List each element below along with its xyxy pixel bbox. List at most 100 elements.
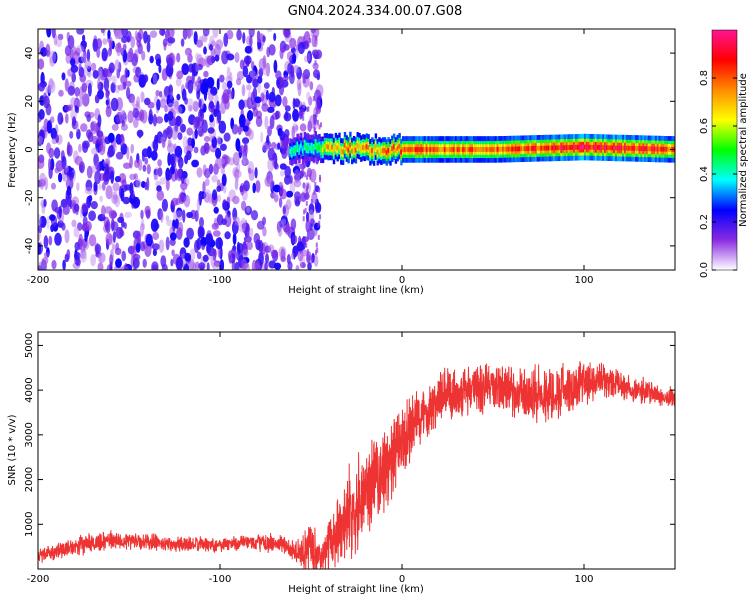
spectrogram-noise-cell [273, 192, 279, 199]
spectrogram-noise-cell [132, 253, 141, 261]
spectrogram-noise-cell [75, 204, 79, 216]
spectrogram-signal-cell [320, 147, 323, 153]
spectrogram-signal-cell [294, 148, 297, 153]
spectrogram-noise-cell [294, 199, 301, 207]
spectrogram-noise-cell [312, 62, 319, 70]
spectrogram-noise-cell [61, 222, 66, 231]
spectrogram-noise-cell [318, 52, 321, 58]
spectrogram-noise-cell [186, 150, 192, 161]
spectrogram-noise-cell [152, 138, 159, 152]
spectrogram-noise-cell [61, 72, 66, 81]
spectrogram-noise-cell [215, 237, 224, 250]
spectrogram-noise-cell [249, 34, 253, 48]
spectrogram-noise-cell [307, 106, 310, 112]
spectrogram-noise-cell [86, 129, 92, 139]
spectrogram-noise-cell [264, 115, 269, 130]
colorbar-tick-label: 0.2 [699, 214, 710, 230]
spectrogram-noise-cell [220, 166, 226, 175]
spectrogram-signal-cell [340, 149, 343, 154]
spectrogram-noise-cell [313, 189, 316, 195]
spectrogram-noise-cell [144, 182, 148, 191]
spectrogram-noise-cell [175, 256, 184, 270]
spectrogram-noise-cell [82, 216, 88, 226]
spectrogram-signal-cell [447, 147, 450, 152]
spectrogram-noise-cell [264, 262, 268, 270]
snr-y-ticks: 1000 2000 3000 4000 5000 [24, 333, 675, 537]
spectrogram-noise-cell [223, 32, 229, 47]
spectrogram-noise-cell [91, 147, 99, 156]
spectrogram-signal-cell [633, 146, 636, 151]
spectrogram-noise-cell [133, 118, 139, 128]
spectrogram-signal-cell [463, 147, 467, 152]
spectrogram-noise-cell [224, 99, 230, 110]
snr-background [38, 332, 675, 569]
spectrogram-noise-cell [284, 165, 292, 179]
spectrogram-noise-cell [292, 53, 297, 64]
spectrogram-noise-cell [135, 242, 141, 253]
spectrogram-noise-cell [171, 249, 175, 256]
spectrogram-noise-cell [38, 82, 45, 92]
spectrogram-noise-cell [198, 262, 206, 270]
spectrogram-noise-cell [57, 33, 64, 41]
spectrogram-noise-cell [110, 170, 115, 184]
spectrogram-noise-cell [231, 124, 239, 135]
spectrogram-noise-cell [155, 180, 162, 187]
spectrogram-noise-cell [142, 164, 147, 172]
spectrogram-noise-cell [161, 95, 168, 102]
spectrogram-signal-cell [551, 145, 554, 151]
spectrogram-noise-cell [173, 104, 179, 115]
spectrogram-noise-cell [255, 110, 263, 120]
spectrogram-noise-cell [156, 189, 165, 201]
spectrogram-signal-cell [427, 147, 430, 152]
spectrogram-noise-cell [45, 103, 52, 116]
spectrogram-noise-cell [306, 91, 311, 101]
spectrogram-noise-cell [112, 182, 120, 192]
spectrogram-noise-cell [302, 164, 305, 170]
spectrogram-signal-cell [300, 143, 303, 149]
spectrogram-noise-cell [71, 219, 77, 228]
spectrogram-noise-cell [82, 93, 90, 107]
spectrogram-noise-cell [176, 93, 181, 101]
spectrogram-noise-cell [307, 53, 311, 62]
spectrogram-noise-cell [51, 29, 56, 39]
spectrogram-noise-cell [293, 169, 301, 184]
spectrogram-noise-cell [120, 188, 125, 202]
spectrogram-noise-cell [191, 138, 196, 149]
spectrogram-signal-cell [660, 146, 663, 152]
spectrogram-noise-cell [180, 173, 185, 184]
y-tick-label: 3000 [24, 422, 35, 447]
spectrogram-signal-cell [604, 145, 607, 150]
spectrogram-noise-cell [114, 29, 120, 40]
spectrogram-noise-cell [273, 32, 277, 42]
spectrogram-noise-cell [302, 101, 306, 109]
spectrogram-noise-cell [303, 31, 311, 44]
spectrogram-noise-cell [94, 94, 100, 104]
spectrogram-noise-cell [283, 44, 290, 51]
spectrogram-signal-cell [374, 144, 378, 150]
spectrogram-noise-cell [73, 226, 80, 238]
spectrogram-noise-cell [222, 183, 227, 194]
spectrogram-signal-cell [553, 145, 556, 151]
spectrogram-noise-cell [236, 29, 242, 41]
spectrogram-noise-cell [186, 227, 195, 240]
spectrogram-signal-cell [549, 145, 552, 151]
spectrogram-noise-cell [43, 251, 50, 259]
spectrogram-signal-cell [389, 150, 392, 155]
y-tick-label: 0 [24, 146, 35, 152]
spectrogram-noise-cell [122, 179, 127, 186]
spectrogram-noise-cell [132, 107, 139, 119]
spectrogram-noise-cell [246, 55, 250, 68]
spectrogram-noise-cell [263, 82, 270, 89]
spectrogram-noise-cell [86, 49, 91, 62]
spectrogram-signal-cell [520, 146, 523, 152]
spectrogram-noise-cell [165, 236, 170, 251]
spectrogram-noise-cell [75, 121, 79, 133]
spectrogram-signal-cell [400, 149, 403, 155]
spectrogram-noise-cell [107, 29, 111, 40]
x-tick-label: -200 [27, 275, 50, 286]
spectrogram-noise-cell [58, 172, 63, 183]
spectrogram-noise-cell [161, 198, 168, 212]
spectrogram-y-axis-label: Frequency (Hz) [7, 112, 18, 188]
spectrogram-signal-cell [649, 146, 652, 152]
spectrogram-noise-cell [88, 234, 97, 247]
